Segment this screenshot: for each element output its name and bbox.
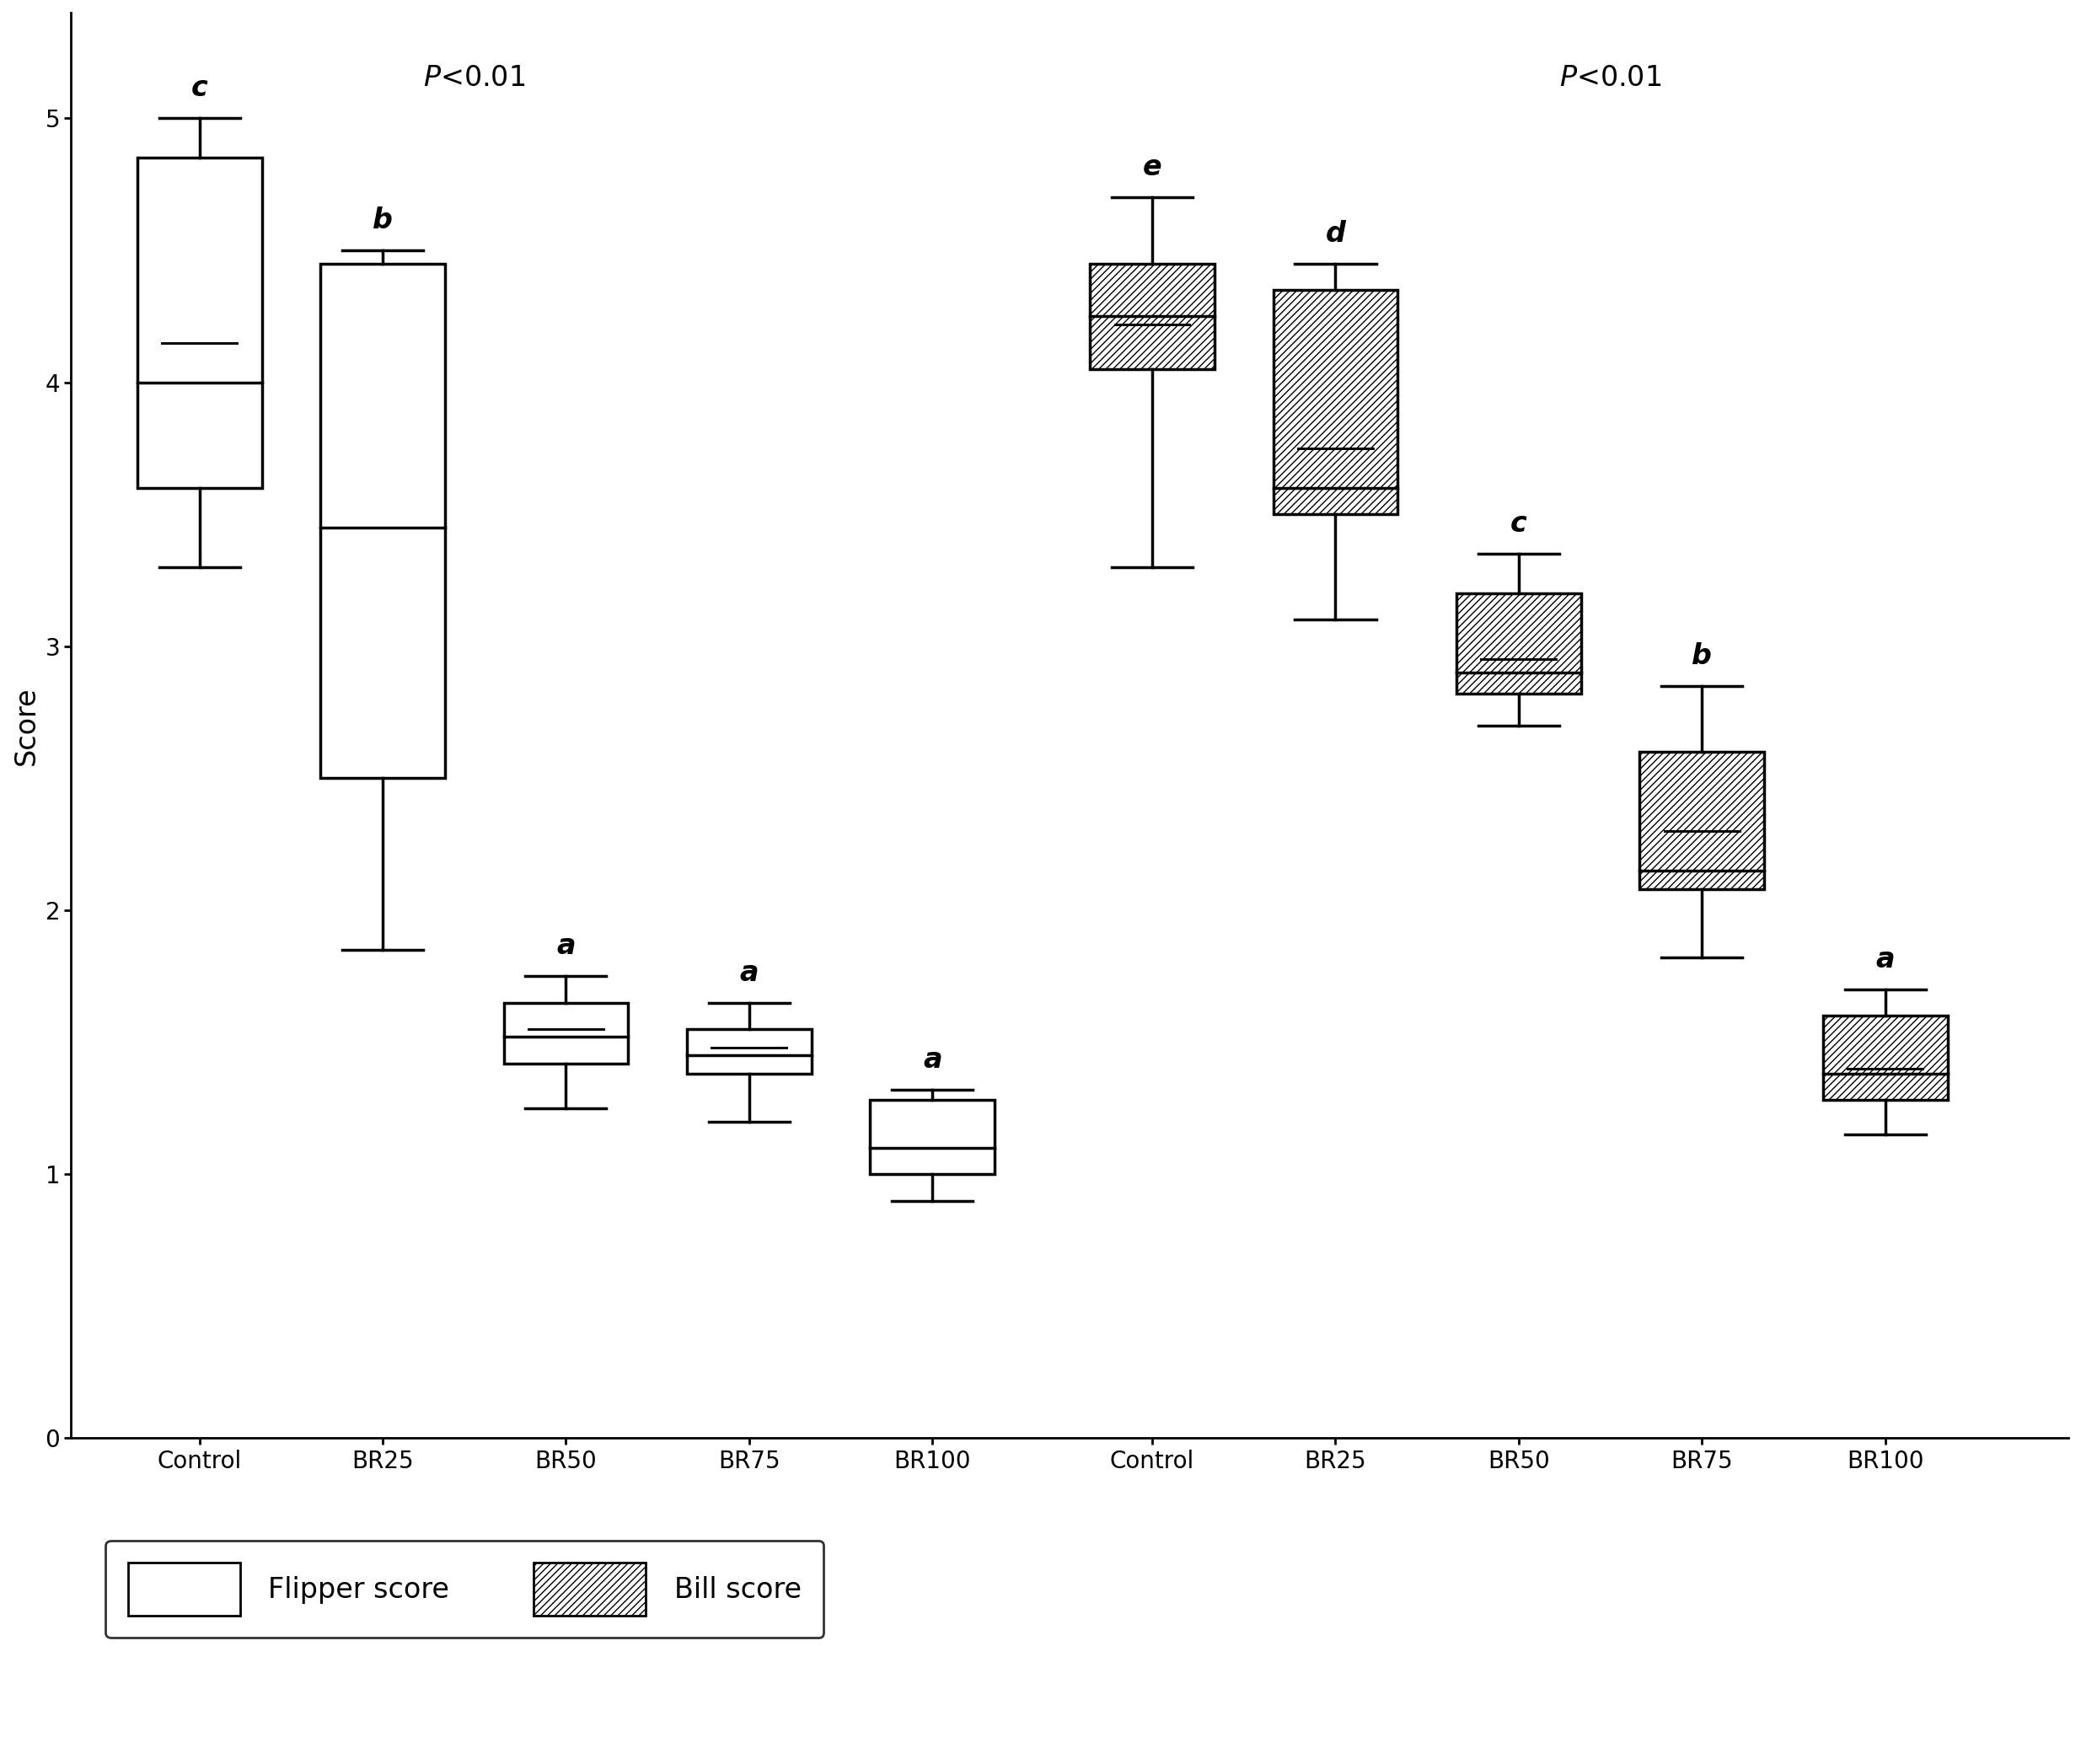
Text: d: d	[1326, 220, 1346, 247]
Text: a: a	[922, 1046, 943, 1074]
Text: b: b	[372, 206, 393, 235]
Text: c: c	[1511, 510, 1527, 538]
Text: b: b	[1692, 642, 1713, 670]
Text: $\mathit{P}$<0.01: $\mathit{P}$<0.01	[422, 64, 524, 92]
Text: a: a	[1875, 946, 1894, 974]
Y-axis label: Score: Score	[12, 686, 40, 766]
Legend: Flipper score, Bill score: Flipper score, Bill score	[106, 1540, 824, 1639]
Text: a: a	[556, 933, 576, 960]
Text: e: e	[1142, 153, 1161, 182]
Text: a: a	[739, 960, 760, 986]
Text: c: c	[191, 74, 208, 102]
Text: $\mathit{P}$<0.01: $\mathit{P}$<0.01	[1559, 64, 1661, 92]
